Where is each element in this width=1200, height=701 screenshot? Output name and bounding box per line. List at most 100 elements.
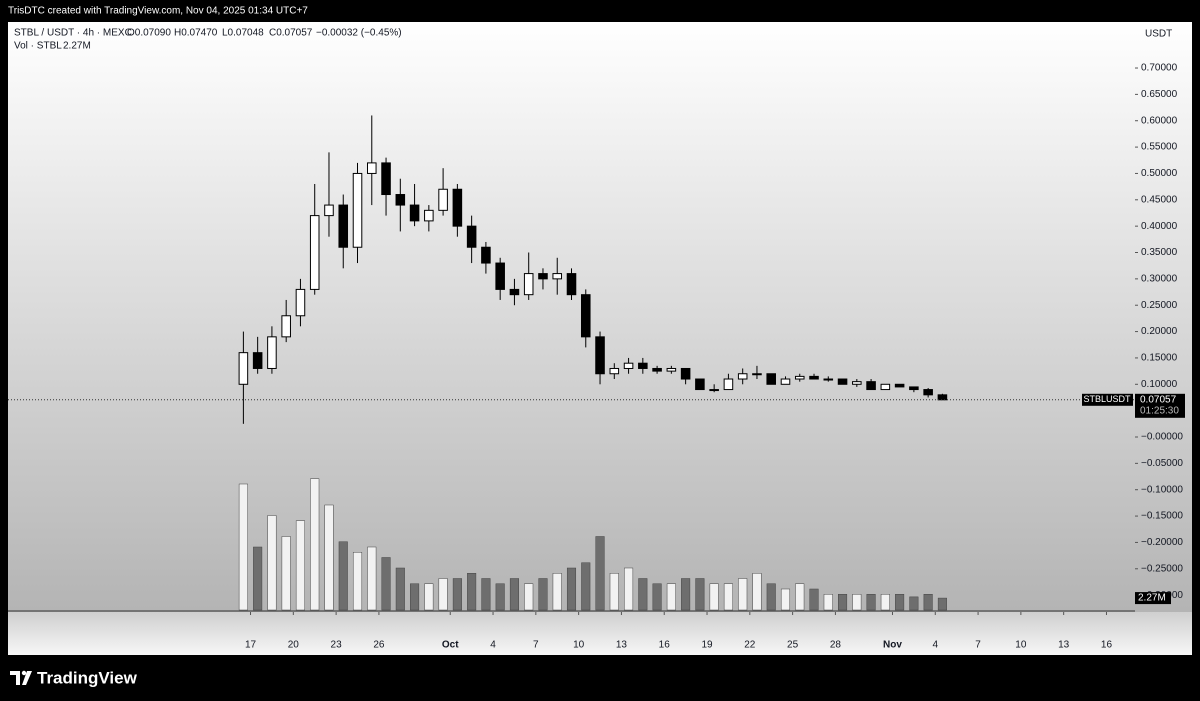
y-tick-label: −0.20000 <box>1141 537 1183 548</box>
candle-body <box>452 188 463 227</box>
volume-legend-value: 2.27M <box>63 41 91 52</box>
candle-body <box>638 362 648 369</box>
volume-bar <box>481 578 491 611</box>
x-tick-label: 17 <box>245 640 257 651</box>
volume-bar <box>909 596 919 611</box>
candle-body <box>366 162 377 174</box>
candle-body <box>794 375 805 380</box>
candle-body <box>466 225 477 248</box>
volume-bar <box>780 588 791 611</box>
y-tick-label: 0.30000 <box>1141 274 1178 285</box>
y-tick-label: 0.20000 <box>1141 326 1178 337</box>
y-tick-label: 0.35000 <box>1141 247 1178 258</box>
y-tick-label: 0.55000 <box>1141 142 1178 153</box>
volume-bar <box>410 583 420 611</box>
candle-body <box>837 378 848 385</box>
symbol-label: STBLUSDT <box>1083 394 1131 404</box>
candle-body <box>609 367 620 375</box>
candle-body <box>295 288 306 317</box>
y-tick-label: 0.40000 <box>1141 221 1178 232</box>
candle-body <box>737 373 748 380</box>
candle-body <box>766 373 777 385</box>
volume-bar <box>681 578 691 611</box>
x-tick-label: 26 <box>373 640 385 651</box>
candle-body <box>395 194 406 206</box>
price-badge <box>1135 393 1185 418</box>
x-tick-label: 25 <box>787 640 799 651</box>
legend-change: −0.00032 (−0.45%) <box>316 28 402 39</box>
volume-bar <box>267 515 277 611</box>
volume-bar <box>666 583 676 611</box>
y-tick-label: 0.15000 <box>1141 353 1178 364</box>
x-tick-label: 16 <box>1101 640 1113 651</box>
x-tick-label: Nov <box>883 640 902 651</box>
candle-body <box>324 204 334 217</box>
legend-open: O0.07090 <box>127 28 171 39</box>
volume-bar <box>652 583 662 611</box>
volume-bar <box>324 504 334 611</box>
volume-bar <box>438 578 448 611</box>
y-tick-label: 0.25000 <box>1141 300 1178 311</box>
x-tick-label: 23 <box>331 640 343 651</box>
volume-bar <box>367 546 377 611</box>
volume-bar <box>795 583 805 611</box>
candle-body <box>424 209 434 222</box>
volume-bar <box>866 594 876 611</box>
volume-bar <box>552 573 562 611</box>
volume-bar <box>566 567 577 611</box>
candle-body <box>894 383 905 388</box>
volume-bar <box>238 483 248 611</box>
x-tick-label: 19 <box>701 640 713 651</box>
volume-bar <box>937 597 947 611</box>
x-tick-label: Oct <box>442 640 459 651</box>
volume-bar <box>509 578 519 611</box>
candle-body <box>695 378 705 391</box>
candle-body <box>666 367 677 372</box>
legend-low: L0.07048 <box>222 28 264 39</box>
y-tick-label: −0.25000 <box>1141 563 1183 574</box>
volume-bar <box>609 573 619 611</box>
volume-bar <box>923 594 933 611</box>
volume-bar <box>310 478 320 611</box>
x-tick-label: 13 <box>616 640 628 651</box>
volume-bar <box>723 583 733 611</box>
candle-body <box>252 352 263 369</box>
volume-bar <box>524 583 534 611</box>
volume-bar <box>880 594 890 611</box>
candle-body <box>381 162 391 196</box>
volume-bar <box>752 573 762 611</box>
legend-high: H0.07470 <box>174 28 218 39</box>
x-tick-label: 10 <box>1015 640 1027 651</box>
candle-body <box>880 383 891 391</box>
volume-value-label: 2.27M <box>1138 593 1166 604</box>
candle-body <box>780 378 791 385</box>
y-tick-label: 0.65000 <box>1141 89 1178 100</box>
volume-badge <box>1135 592 1171 605</box>
credit: TrisDTC created with TradingView.com, No… <box>8 6 308 17</box>
candle-body <box>937 394 948 401</box>
candle-body <box>923 389 933 396</box>
candle-body <box>595 336 605 375</box>
y-tick-label: −0.05000 <box>1141 458 1183 469</box>
x-tick-label: 10 <box>573 640 585 651</box>
volume-bar <box>595 536 605 611</box>
x-tick-label: 28 <box>830 640 842 651</box>
candle-body <box>481 246 491 264</box>
candle-body <box>238 352 249 385</box>
x-tick-label: 16 <box>659 640 671 651</box>
volume-bar <box>695 578 705 611</box>
y-tick-label: 0.45000 <box>1141 194 1178 205</box>
volume-bar <box>709 583 719 611</box>
y-tick-label: 0.50000 <box>1141 168 1178 179</box>
candle-body <box>509 288 520 296</box>
volume-bar <box>738 578 748 611</box>
symbol-badge <box>1082 393 1133 406</box>
volume-bar <box>338 541 348 611</box>
volume-bar <box>809 588 819 611</box>
candle-body <box>623 362 634 369</box>
candle-body <box>709 389 719 392</box>
x-tick-label: 4 <box>490 640 496 651</box>
candle-body <box>652 367 662 372</box>
volume-bar <box>638 578 648 611</box>
